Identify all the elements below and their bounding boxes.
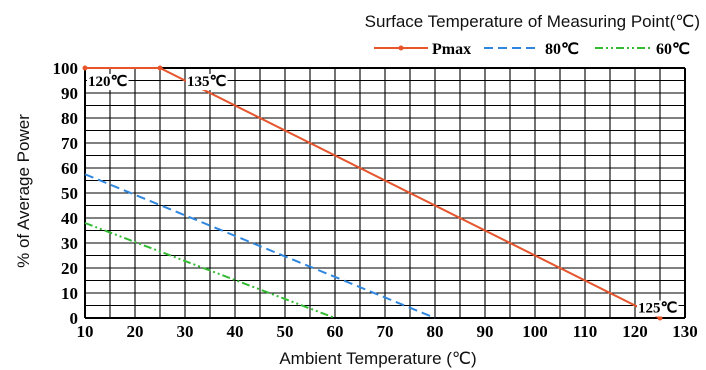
series-0-point	[657, 315, 663, 321]
x-tick-label: 40	[227, 322, 244, 341]
legend-label-80c: 80℃	[545, 41, 579, 58]
annotation-label: 120℃	[88, 74, 128, 90]
x-tick-label: 60	[327, 322, 344, 341]
chart-title: Surface Temperature of Measuring Point(℃…	[365, 12, 700, 31]
y-tick-label: 80	[61, 109, 78, 128]
y-tick-label: 10	[61, 284, 78, 303]
legend: Pmax 80℃ 60℃	[374, 41, 690, 58]
series-0-point	[82, 65, 88, 71]
y-tick-label: 100	[53, 59, 79, 78]
series-1-line	[84, 173, 436, 319]
x-tick-label: 10	[77, 322, 94, 341]
series-0-point	[157, 65, 163, 71]
y-tick-label: 90	[61, 84, 78, 103]
x-tick-label: 50	[277, 322, 294, 341]
y-tick-label: 0	[70, 309, 79, 328]
annotation-label: 125℃	[638, 301, 678, 317]
y-tick-label: 20	[61, 259, 78, 278]
annotations: 120℃ 135℃ 125℃	[87, 74, 679, 317]
x-tick-label: 20	[127, 322, 144, 341]
legend-marker-pmax	[398, 45, 404, 51]
y-axis-label: % of Average Power	[14, 114, 33, 268]
annotation-bg	[637, 300, 679, 317]
x-tick-label: 80	[427, 322, 444, 341]
tick-labels: 10 20 30 40 50 60 70 80 90 100 110 120 1300102030405…	[53, 59, 698, 341]
y-tick-label: 40	[61, 209, 78, 228]
legend-label-60c: 60℃	[656, 41, 690, 58]
legend-label-pmax: Pmax	[432, 41, 471, 58]
x-tick-label: 90	[477, 322, 494, 341]
x-tick-label: 130	[672, 322, 698, 341]
x-tick-label: 100	[522, 322, 548, 341]
y-tick-label: 30	[61, 234, 78, 253]
annotation-bg	[186, 74, 228, 90]
y-tick-label: 50	[61, 184, 78, 203]
y-tick-label: 70	[61, 134, 78, 153]
series-2-line	[84, 222, 336, 319]
annotation-label: 135℃	[187, 74, 227, 90]
x-tick-label: 70	[377, 322, 394, 341]
annotation-bg	[87, 74, 129, 90]
x-tick-label: 110	[573, 322, 598, 341]
grid	[84, 67, 686, 319]
x-tick-label: 120	[622, 322, 648, 341]
series-lines	[82, 65, 663, 321]
y-tick-label: 60	[61, 159, 78, 178]
x-axis-label: Ambient Temperature (℃)	[279, 349, 476, 368]
x-tick-label: 30	[177, 322, 194, 341]
